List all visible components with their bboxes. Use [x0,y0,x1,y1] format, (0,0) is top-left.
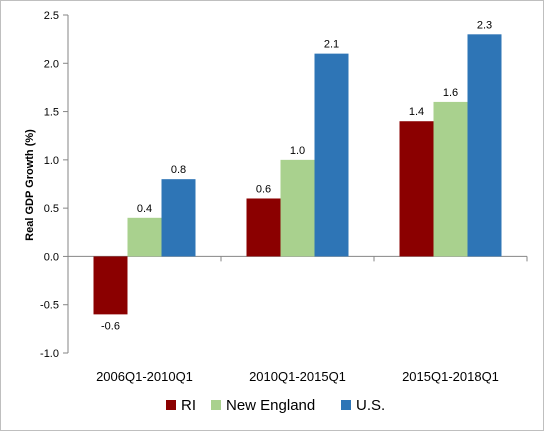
y-tick-label: 2.5 [44,10,59,22]
bar [467,34,502,257]
data-label: 0.6 [256,183,271,195]
y-tick-label: -0.5 [40,300,59,312]
legend-swatch [211,400,221,410]
data-label: 2.3 [477,19,492,31]
x-category-label: 2006Q1-2010Q1 [96,369,193,384]
bar [314,53,349,257]
data-label: 2.1 [324,39,339,51]
x-category-label: 2010Q1-2015Q1 [249,369,346,384]
data-label: 0.4 [137,203,152,215]
y-tick-label: 0.5 [44,203,59,215]
bar [127,217,162,257]
legend-label: New England [226,397,315,414]
y-tick-label: 1.5 [44,107,59,119]
y-tick-label: 1.0 [44,155,59,167]
y-tick-label: 0.0 [44,251,59,263]
legend-swatch [341,400,351,410]
data-label: -0.6 [101,320,120,332]
data-label: 1.6 [443,87,458,99]
legend-label: RI [181,397,196,414]
legend-label: U.S. [356,397,385,414]
bar [399,121,434,257]
data-label: 1.4 [409,106,424,118]
data-label: 1.0 [290,145,305,157]
bar [246,198,281,257]
data-label: 0.8 [171,164,186,176]
bar [93,256,128,315]
x-category-label: 2015Q1-2018Q1 [402,369,499,384]
legend-swatch [166,400,176,410]
bar [161,179,196,257]
bar [433,101,468,257]
y-tick-label: 2.0 [44,58,59,70]
bar [280,159,315,257]
y-tick-label: -1.0 [40,348,59,360]
y-axis-label: Real GDP Growth (%) [24,129,36,241]
